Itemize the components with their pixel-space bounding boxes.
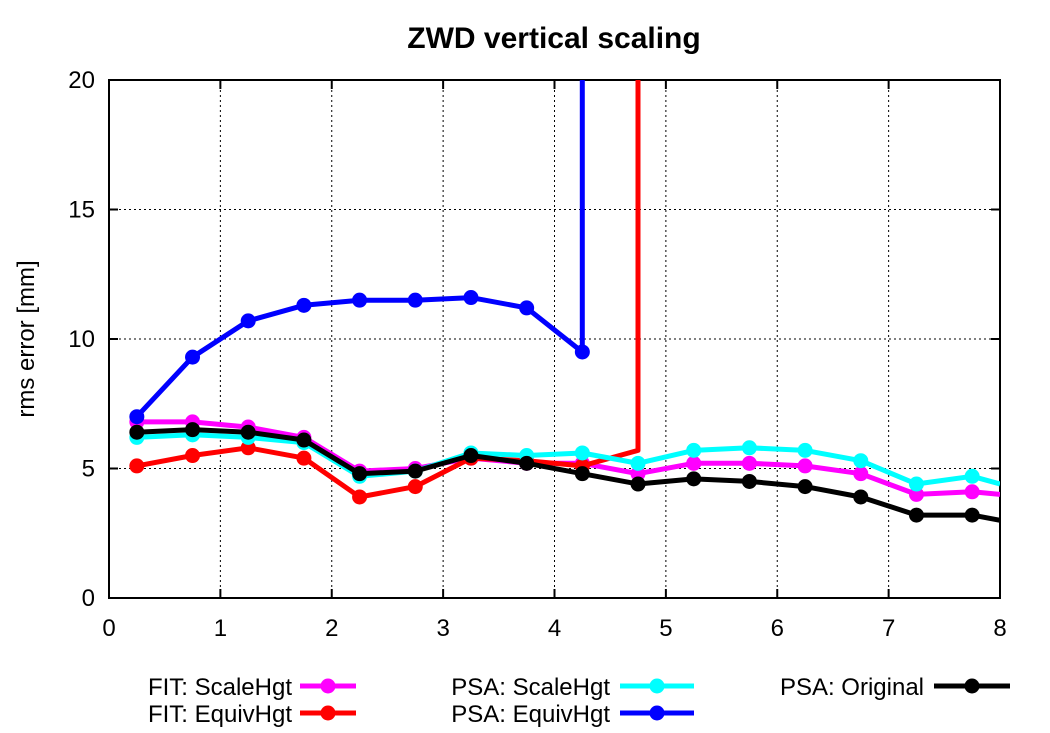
legend-swatch-marker (649, 705, 665, 721)
data-point (908, 486, 924, 502)
data-point (686, 471, 702, 487)
data-point (686, 455, 702, 471)
data-point (853, 466, 869, 482)
x-tick-label: 7 (882, 615, 895, 642)
y-tick-label: 0 (82, 585, 95, 612)
legend-entry: PSA: Original (780, 674, 1010, 701)
data-point (908, 476, 924, 492)
data-point (741, 455, 757, 471)
tick-labels: 0 1 2 3 4 5 6 7 8 0 5 10 15 20 (68, 67, 1006, 642)
legend-entry: FIT: EquivHgt (148, 701, 356, 728)
data-point (574, 344, 590, 360)
data-point (129, 409, 145, 425)
x-tick-label: 1 (214, 615, 227, 642)
data-point (296, 297, 312, 313)
data-point (407, 463, 423, 479)
data-point (797, 442, 813, 458)
data-point (574, 445, 590, 461)
series-psa-equivhgt (129, 80, 590, 425)
data-point (574, 466, 590, 482)
grid (109, 80, 1000, 598)
data-point (964, 468, 980, 484)
data-point (908, 507, 924, 523)
legend-label: PSA: EquivHgt (451, 701, 610, 728)
data-point (463, 290, 479, 306)
x-tick-label: 2 (325, 615, 338, 642)
series-fit-equivhgt (129, 80, 641, 505)
y-axis-label: rms error [mm] (13, 260, 40, 417)
series-fit-scalehgt (129, 414, 1000, 502)
x-tick-label: 0 (102, 615, 115, 642)
legend-entry: FIT: ScaleHgt (148, 674, 356, 701)
x-tick-label: 3 (436, 615, 449, 642)
data-point (240, 313, 256, 329)
data-point (741, 440, 757, 456)
data-point (407, 479, 423, 495)
legend-swatch-marker (649, 678, 665, 694)
data-point (240, 424, 256, 440)
data-point (352, 489, 368, 505)
data-point (185, 422, 201, 438)
data-point (630, 455, 646, 471)
series-layer (129, 80, 1000, 523)
data-point (519, 455, 535, 471)
series-psa-original (129, 422, 1000, 523)
legend-swatch-marker (320, 705, 336, 721)
legend-label: PSA: Original (780, 674, 924, 701)
data-point (463, 448, 479, 464)
legend-entry: PSA: ScaleHgt (451, 674, 694, 701)
data-point (407, 292, 423, 308)
x-tick-label: 5 (659, 615, 672, 642)
x-tick-label: 4 (548, 615, 561, 642)
legend-label: FIT: EquivHgt (148, 701, 292, 728)
data-point (519, 300, 535, 316)
series-line (134, 80, 585, 419)
legend-entry: PSA: EquivHgt (451, 701, 694, 728)
data-point (797, 479, 813, 495)
data-point (240, 440, 256, 456)
data-point (741, 473, 757, 489)
data-point (797, 458, 813, 474)
data-point (185, 349, 201, 365)
legend-label: FIT: ScaleHgt (148, 674, 292, 701)
data-point (352, 466, 368, 482)
chart-title: ZWD vertical scaling (407, 22, 700, 55)
y-tick-label: 10 (68, 326, 95, 353)
data-point (630, 466, 646, 482)
data-point (185, 448, 201, 464)
data-point (129, 458, 145, 474)
y-tick-label: 5 (82, 456, 95, 483)
legend-swatch-marker (320, 678, 336, 694)
data-point (964, 507, 980, 523)
y-tick-label: 20 (68, 67, 95, 94)
data-point (129, 424, 145, 440)
legend-label: PSA: ScaleHgt (451, 674, 610, 701)
data-point (853, 489, 869, 505)
x-tick-label: 8 (993, 615, 1006, 642)
data-point (686, 442, 702, 458)
data-point (630, 476, 646, 492)
data-point (853, 453, 869, 469)
data-point (964, 484, 980, 500)
y-tick-label: 15 (68, 197, 95, 224)
legend-swatch-marker (964, 678, 980, 694)
data-point (352, 292, 368, 308)
x-tick-label: 6 (771, 615, 784, 642)
series-psa-scalehgt (129, 427, 1000, 492)
data-point (296, 432, 312, 448)
data-point (296, 450, 312, 466)
